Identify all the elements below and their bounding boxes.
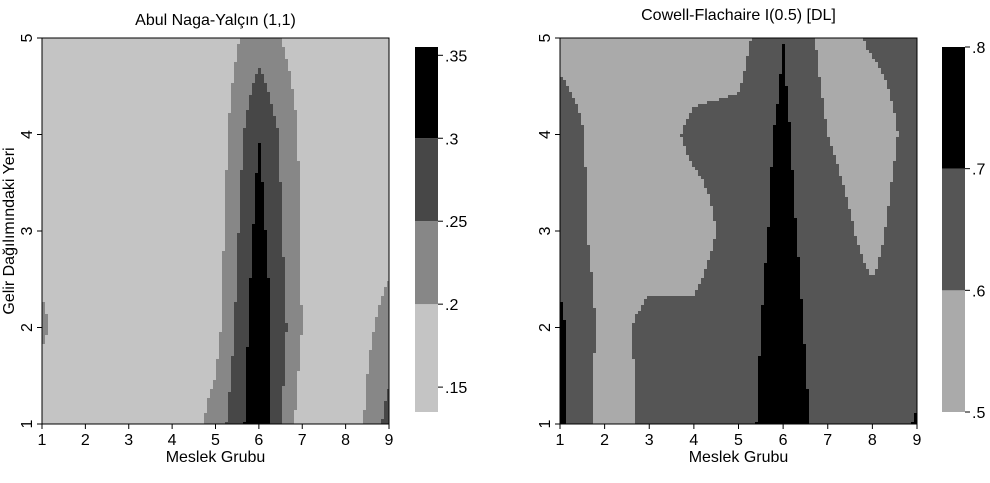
legend: .5 .6 .7 .8 bbox=[942, 40, 985, 422]
legend-tick-label: .25 bbox=[445, 214, 467, 231]
y-tick-label: 1 bbox=[537, 419, 554, 428]
legend-band bbox=[415, 138, 438, 221]
x-tick-label: 7 bbox=[823, 432, 832, 449]
x-tick-label: 2 bbox=[600, 432, 609, 449]
x-tick-label: 3 bbox=[645, 432, 654, 449]
y-tick-label: 3 bbox=[19, 226, 36, 235]
y-tick-label: 2 bbox=[19, 323, 36, 332]
y-tick-label: 3 bbox=[537, 226, 554, 235]
legend-tick-label: .2 bbox=[445, 297, 458, 314]
x-tick-label: 8 bbox=[341, 432, 350, 449]
x-tick-label: 6 bbox=[779, 432, 788, 449]
x-tick-label: 8 bbox=[868, 432, 877, 449]
x-tick-label: 7 bbox=[298, 432, 307, 449]
y-tick-label: 5 bbox=[19, 33, 36, 42]
x-axis-label: Meslek Grubu bbox=[166, 449, 266, 466]
contour-field bbox=[560, 38, 918, 426]
x-tick-label: 5 bbox=[211, 432, 220, 449]
y-tick-label: 4 bbox=[537, 130, 554, 139]
legend-band bbox=[942, 47, 965, 169]
legend-tick-label: .35 bbox=[445, 48, 467, 65]
x-axis-label: Meslek Grubu bbox=[689, 449, 789, 466]
legend-band bbox=[942, 169, 965, 291]
y-tick-label: 5 bbox=[537, 33, 554, 42]
legend-tick-label: .6 bbox=[972, 283, 985, 300]
legend: .15 .2 .25 .3 .35 bbox=[415, 47, 467, 412]
x-tick-label: 9 bbox=[913, 432, 922, 449]
panel-abul-naga-yalcin: 1 2 3 4 5 6 7 8 9 1 2 3 4 5 Abul Naga-Yalçın (1,1) Mesl… bbox=[1, 12, 467, 466]
y-tick-label: 1 bbox=[19, 419, 36, 428]
legend-band bbox=[415, 47, 438, 138]
x-tick-label: 1 bbox=[38, 432, 47, 449]
x-tick-label: 6 bbox=[254, 432, 263, 449]
chart-title: Cowell-Flachaire I(0.5) [DL] bbox=[641, 7, 836, 24]
legend-band bbox=[415, 304, 438, 412]
x-tick-label: 3 bbox=[124, 432, 133, 449]
legend-tick-label: .8 bbox=[972, 40, 985, 57]
x-tick-label: 1 bbox=[556, 432, 565, 449]
y-tick-label: 4 bbox=[19, 130, 36, 139]
x-tick-label: 4 bbox=[168, 432, 177, 449]
chart-title: Abul Naga-Yalçın (1,1) bbox=[135, 12, 296, 29]
legend-band bbox=[942, 290, 965, 412]
legend-tick-label: .15 bbox=[445, 380, 467, 397]
contour-field bbox=[42, 38, 391, 426]
y-tick-label: 2 bbox=[537, 323, 554, 332]
y-axis-label: Gelir Dağılımındaki Yeri bbox=[1, 147, 18, 314]
x-tick-label: 9 bbox=[385, 432, 394, 449]
x-tick-label: 5 bbox=[734, 432, 743, 449]
x-tick-label: 4 bbox=[689, 432, 698, 449]
legend-band bbox=[415, 221, 438, 304]
panel-cowell-flachaire: 1 2 3 4 5 6 7 8 9 1 2 3 4 5 Cowell-Flachaire I(0.5) [D… bbox=[537, 7, 985, 466]
x-tick-label: 2 bbox=[81, 432, 90, 449]
legend-tick-label: .3 bbox=[445, 131, 458, 148]
legend-tick-label: .5 bbox=[972, 405, 985, 422]
legend-tick-label: .7 bbox=[972, 162, 985, 179]
